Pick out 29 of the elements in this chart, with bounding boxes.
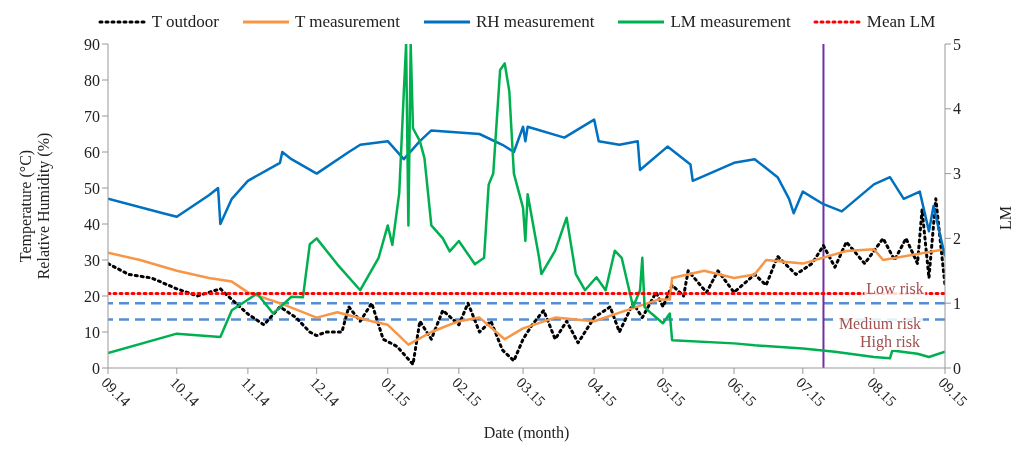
legend-label: T measurement — [294, 12, 400, 32]
y-tick-label: 90 — [84, 35, 100, 53]
annotation: Medium risk — [836, 315, 924, 332]
y2-tick-label: 4 — [953, 100, 961, 118]
y2-tick-label: 3 — [953, 165, 961, 183]
x-axis-title: Date (month) — [483, 424, 570, 442]
line-series — [108, 44, 945, 360]
y2-tick-label: 2 — [953, 230, 961, 248]
y-tick-label: 80 — [84, 71, 100, 89]
legend-label: T outdoor — [151, 12, 219, 32]
y-tick-label: 0 — [92, 359, 100, 377]
y2-tick-label: 1 — [953, 294, 961, 312]
y-tick-label: 50 — [84, 179, 100, 197]
y-tick-label: 30 — [84, 251, 100, 269]
y-tick-label: 20 — [84, 287, 100, 305]
y-tick-label: 70 — [84, 107, 100, 125]
annotation: High risk — [858, 333, 922, 350]
y2-tick-label: 5 — [953, 35, 961, 53]
legend-label: LM measurement — [670, 12, 791, 32]
y-tick-label: 60 — [84, 143, 100, 161]
y-tick-label: 40 — [84, 215, 100, 233]
y2-tick-label: 0 — [953, 359, 961, 377]
line-series — [108, 118, 945, 258]
legend-label: RH measurement — [475, 12, 595, 32]
annotation: Low risk — [864, 280, 926, 297]
y-axis-title: Temperature (°C) Relative Humidity (%) — [17, 132, 53, 280]
legend-label: Mean LM — [866, 12, 936, 32]
y-tick-label: 10 — [84, 323, 100, 341]
y2-axis-title: LM — [996, 206, 1014, 230]
